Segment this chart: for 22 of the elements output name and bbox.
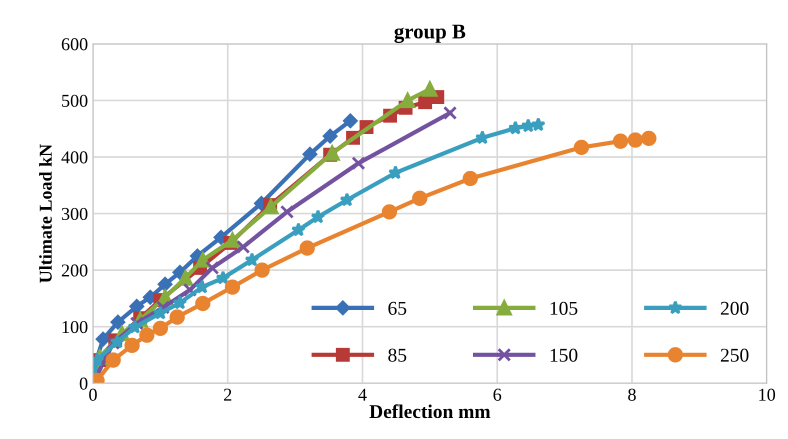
legend-label: 85 (388, 348, 406, 362)
y-tick-label: 400 (61, 151, 88, 164)
y-tick-label: 600 (62, 38, 88, 50)
x-tick-label: 8 (628, 388, 636, 401)
x-tick-label: 10 (759, 388, 776, 401)
x-tick-label: 6 (493, 388, 502, 401)
y-tick-label: 200 (62, 264, 88, 277)
y-tick-label: 100 (62, 320, 88, 334)
legend-label: 200 (720, 302, 748, 315)
y-tick-label: 0 (80, 378, 88, 390)
y-axis-title: Ultimate Load kN (39, 144, 52, 283)
x-tick-label: 4 (358, 388, 367, 401)
chart-title: group B (394, 24, 466, 43)
legend-label: 105 (550, 302, 578, 315)
y-tick-label: 500 (62, 94, 88, 107)
x-tick-label: 2 (224, 388, 232, 401)
legend-label: 250 (720, 348, 748, 362)
legend-label: 65 (388, 302, 406, 315)
x-tick-label: 0 (89, 388, 97, 401)
legend-label: 150 (550, 348, 578, 362)
x-axis-title: Deflection mm (369, 404, 490, 418)
y-tick-label: 300 (62, 208, 88, 220)
